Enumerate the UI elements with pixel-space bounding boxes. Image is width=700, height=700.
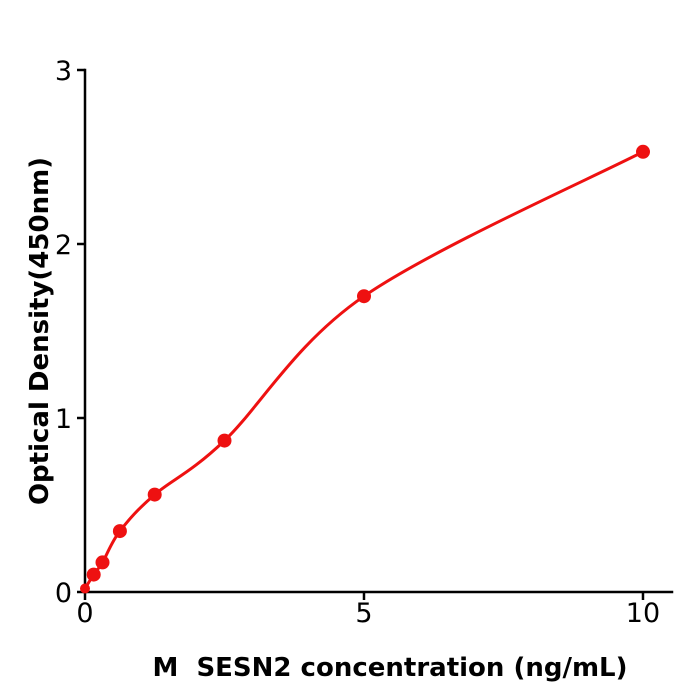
data-point bbox=[636, 144, 650, 159]
axes bbox=[83, 68, 674, 594]
data-point bbox=[80, 583, 90, 594]
y-tick-label: 3 bbox=[55, 56, 72, 87]
x-tick-label: 0 bbox=[76, 598, 93, 629]
x-tick-label: 5 bbox=[355, 598, 372, 629]
y-tick-label: 1 bbox=[55, 404, 72, 435]
data-point bbox=[147, 487, 162, 502]
x-axis-label: M SESN2 concentration (ng/mL) bbox=[152, 653, 627, 683]
y-axis-ticks: 0 1 2 3 bbox=[55, 56, 85, 609]
x-tick-label: 10 bbox=[626, 598, 660, 629]
y-axis-label: Optical Density(450nm) bbox=[25, 157, 55, 505]
x-axis-ticks: 0 5 10 bbox=[76, 592, 660, 629]
data-points bbox=[80, 144, 650, 594]
y-tick-label: 2 bbox=[55, 230, 72, 261]
data-point bbox=[112, 524, 127, 539]
fit-curve-line bbox=[83, 150, 645, 590]
y-tick-label: 0 bbox=[55, 578, 72, 609]
data-point bbox=[86, 567, 101, 582]
data-point bbox=[357, 289, 371, 304]
data-point bbox=[217, 433, 232, 448]
data-point bbox=[95, 555, 110, 570]
